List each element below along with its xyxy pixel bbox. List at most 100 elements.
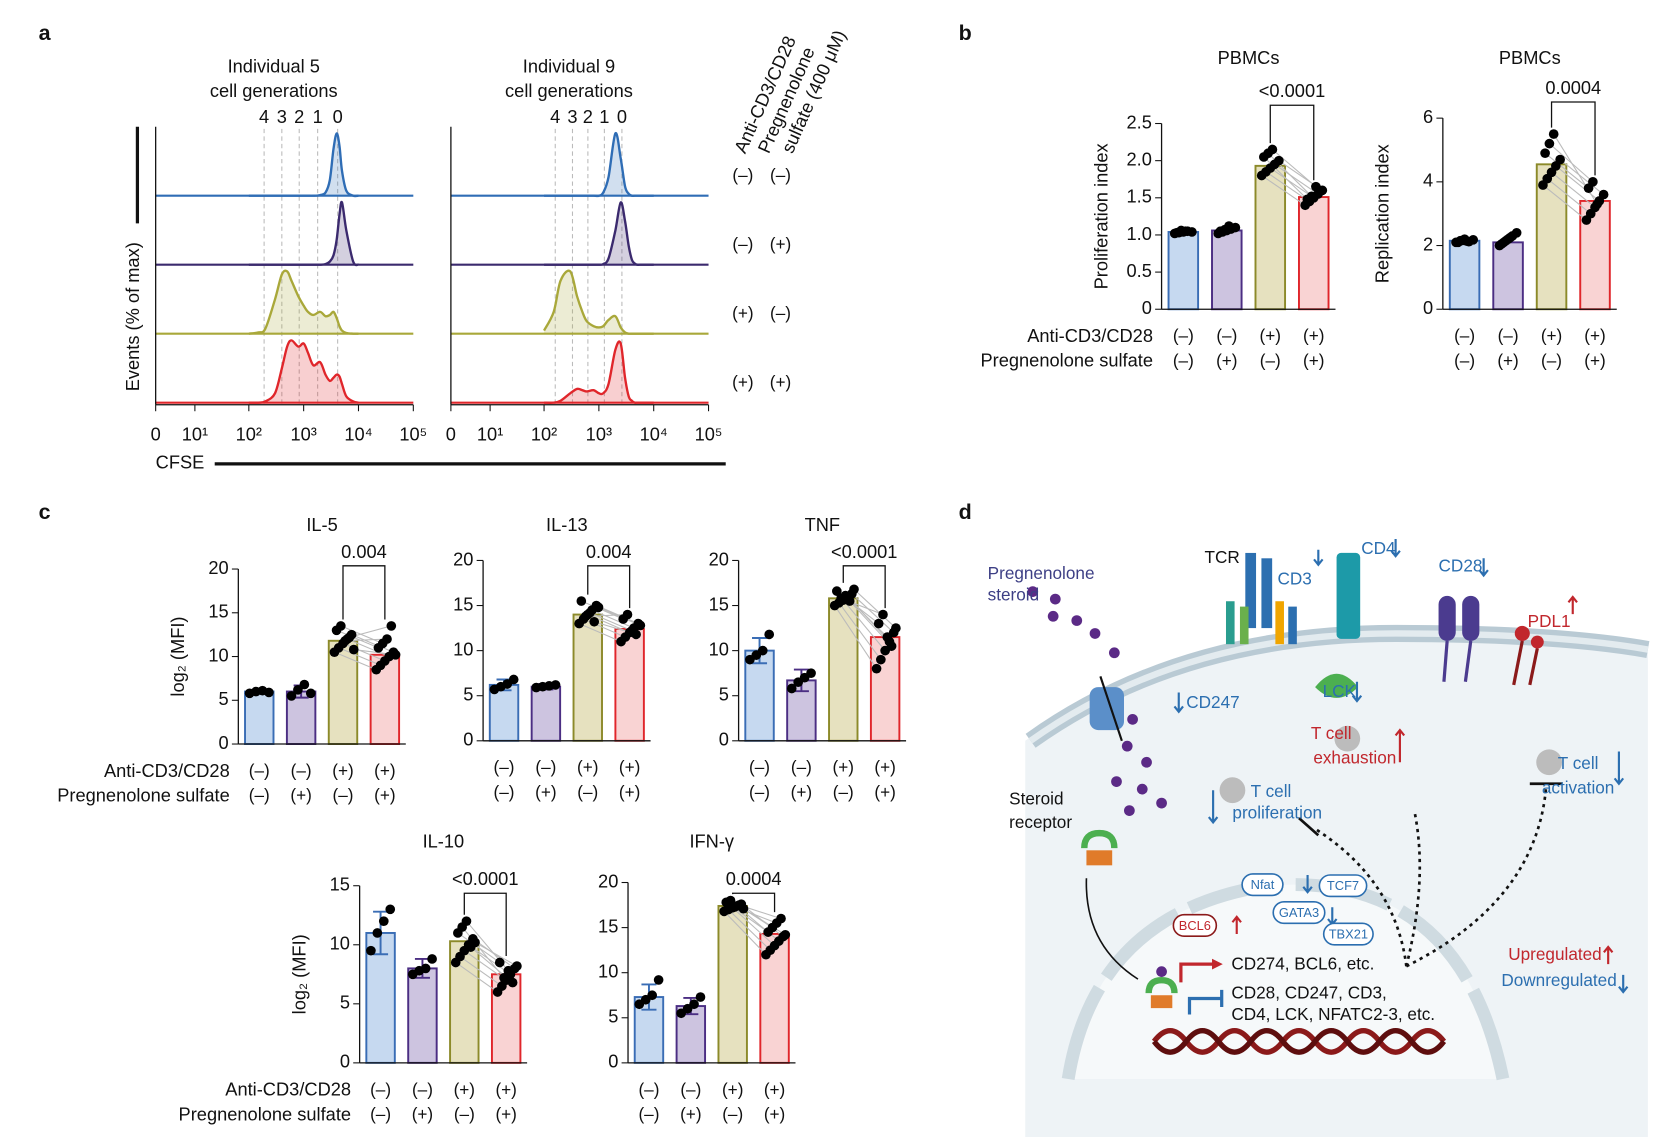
significance-bracket — [1269, 104, 1315, 181]
bar — [327, 639, 359, 745]
data-point — [344, 632, 355, 643]
bar — [572, 613, 603, 742]
y-tick-label: 2 — [1423, 233, 1433, 254]
data-point — [1588, 177, 1598, 187]
y-axis-label: log₂ (MFI) — [288, 934, 309, 1014]
data-point — [695, 992, 706, 1002]
condition-label: (+) — [764, 1079, 785, 1099]
data-point — [461, 916, 472, 926]
y-tick-label: 20 — [208, 557, 228, 578]
data-point — [293, 684, 303, 695]
label: receptor — [1009, 812, 1072, 832]
data-point — [1598, 189, 1609, 200]
dotted-arrows — [1314, 788, 1548, 968]
y-tick-label: 15 — [330, 874, 350, 895]
condition-label: (–) — [770, 165, 791, 185]
data-point — [470, 937, 480, 948]
chart-title: Individual 9 — [523, 56, 615, 77]
data-point — [873, 618, 884, 629]
condition-name: Anti-CD3/CD28 — [104, 760, 230, 781]
data-point — [366, 945, 376, 956]
trace — [543, 269, 654, 335]
arrow — [1085, 878, 1139, 980]
data-point — [378, 916, 389, 926]
data-point — [876, 654, 886, 665]
y-tick-label: 4 — [1423, 170, 1433, 191]
y-tick-label: 0 — [1142, 297, 1152, 318]
channel-arrow — [1099, 676, 1123, 742]
condition-label: (+) — [874, 782, 895, 802]
data-point — [622, 609, 633, 620]
pair-line — [1265, 171, 1310, 202]
trace — [544, 132, 654, 198]
gears — [1219, 725, 1563, 804]
data-point — [593, 602, 604, 613]
label: CD3 — [1278, 568, 1312, 588]
data-point — [1548, 129, 1559, 139]
pair-line — [342, 642, 386, 662]
y-tick-label: 20 — [453, 548, 473, 569]
bar — [1448, 239, 1481, 311]
condition-label: (+) — [680, 1104, 701, 1124]
bar — [1254, 164, 1287, 311]
label: Upregulated — [1508, 944, 1601, 964]
y-tick-label: 15 — [453, 593, 473, 614]
pair-line — [1272, 149, 1317, 188]
condition-label: (–) — [249, 760, 270, 780]
data-point — [507, 977, 518, 988]
up-arrow — [1179, 962, 1219, 983]
condition-label: (+) — [770, 372, 791, 392]
condition-label: (+) — [495, 1104, 516, 1124]
data-point — [653, 975, 664, 985]
condition-label: (+) — [454, 1079, 475, 1099]
pair-line — [578, 623, 622, 643]
generation-label: 1 — [599, 106, 609, 127]
trace-area — [248, 201, 359, 266]
bar — [407, 967, 438, 1064]
data-point — [390, 649, 401, 660]
y-tick-label: 1.0 — [1127, 223, 1152, 244]
membrane-inner — [1028, 630, 1649, 744]
y-tick-label: 10 — [330, 933, 350, 954]
y-tick-label: 20 — [598, 870, 618, 891]
bar — [1211, 229, 1243, 311]
bar — [1492, 241, 1524, 311]
y-tick-label: 10 — [208, 644, 228, 665]
p-value: <0.0001 — [831, 541, 897, 562]
significance-bracket — [732, 892, 776, 913]
pair-line — [349, 625, 392, 638]
condition-label: (–) — [1216, 326, 1237, 346]
trace — [248, 132, 359, 198]
data-point — [1505, 232, 1516, 243]
trace-area — [248, 270, 359, 334]
steroid-dots — [1027, 586, 1167, 816]
pair-line — [1269, 167, 1315, 199]
trace-area — [544, 133, 654, 196]
y-tick-label: 0.5 — [1127, 260, 1152, 281]
generation-label: 3 — [567, 106, 577, 127]
trace-area — [248, 340, 359, 403]
condition-label: (–) — [749, 782, 770, 802]
data-point — [844, 596, 855, 606]
chart-title: PBMCs — [1218, 47, 1280, 68]
pair-line — [851, 593, 895, 633]
condition-label: (+) — [374, 785, 395, 805]
condition-label: (–) — [638, 1104, 659, 1124]
pair-line — [1551, 171, 1596, 208]
data-point — [305, 688, 316, 699]
significance-bracket — [463, 892, 507, 957]
label: exhaustion — [1313, 748, 1396, 768]
condition-name: Pregnenolone sulfate — [57, 784, 229, 805]
label: Nfat — [1251, 877, 1275, 892]
pair-line — [1274, 163, 1319, 195]
y-tick-label: 2.5 — [1127, 111, 1152, 132]
condition-label: (+) — [1541, 326, 1562, 346]
dna — [1151, 1028, 1447, 1055]
dna — [1151, 1028, 1447, 1055]
generation-label: 4 — [259, 106, 269, 127]
generation-label: 2 — [294, 106, 304, 127]
inhibit — [1187, 989, 1224, 1015]
condition-label: (+) — [1584, 326, 1605, 346]
condition-label: (–) — [535, 757, 556, 777]
condition-label: (–) — [791, 757, 812, 777]
